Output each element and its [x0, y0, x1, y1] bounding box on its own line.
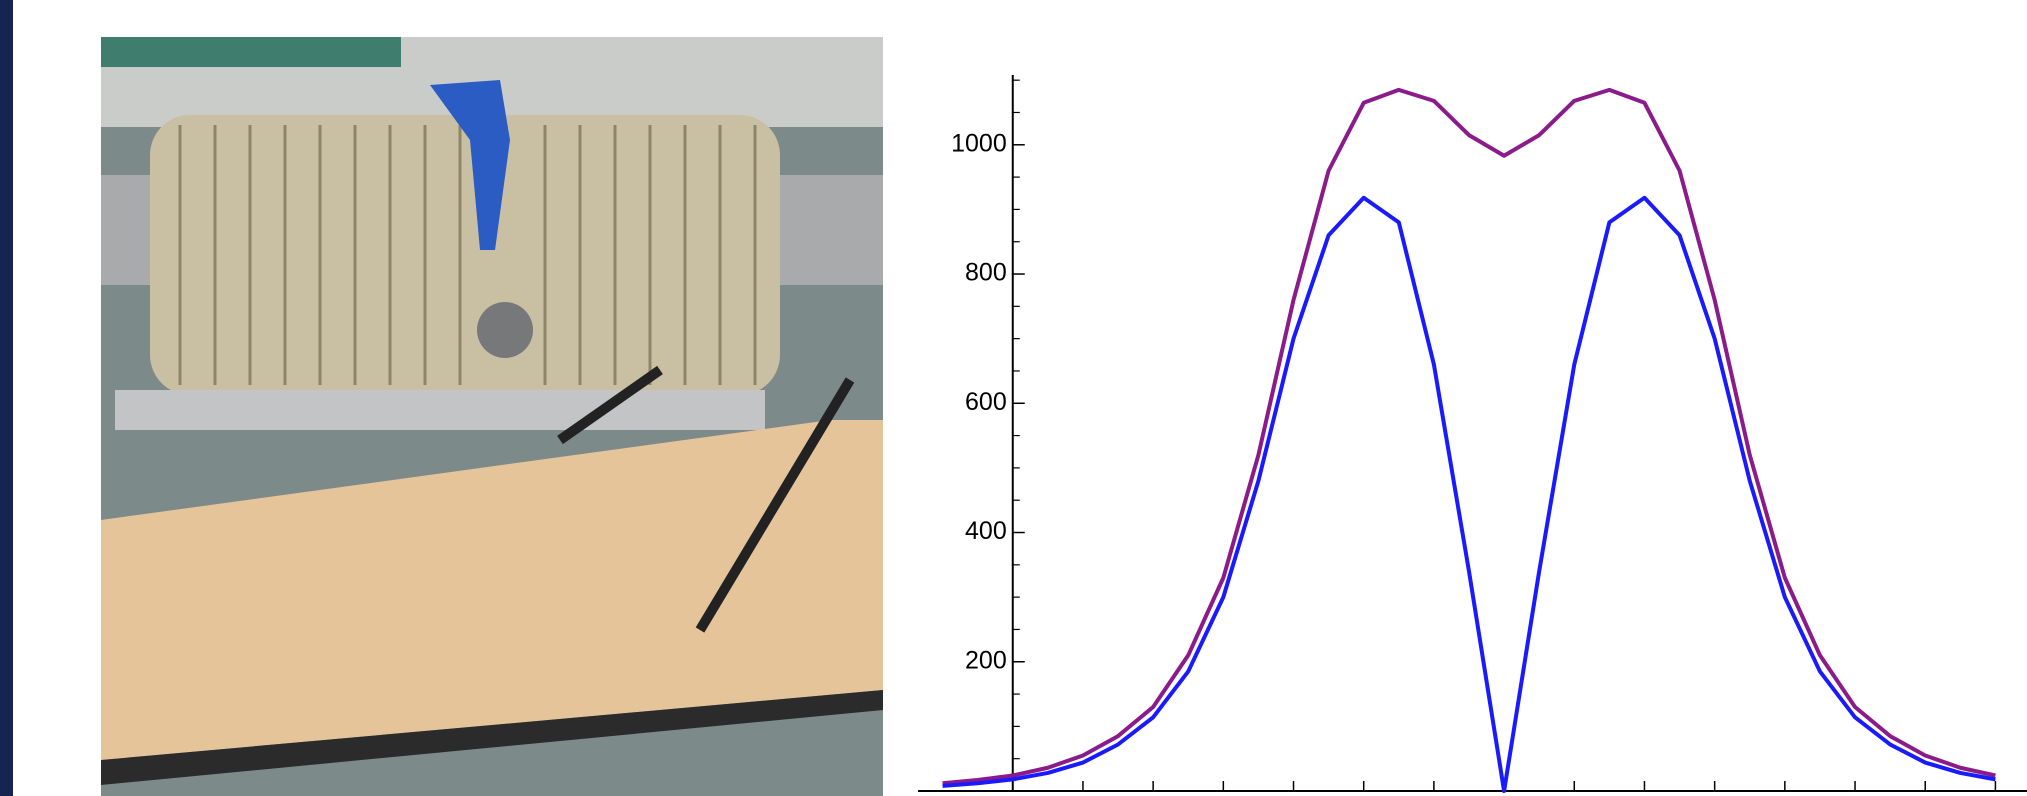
y-tick-label: 200 — [965, 646, 1007, 674]
y-tick-label: 800 — [965, 259, 1007, 287]
left-border — [0, 0, 13, 796]
photo — [101, 37, 883, 796]
y-tick-label: 1000 — [951, 129, 1007, 157]
data-line — [942, 195, 1996, 793]
y-tick-label: 400 — [965, 517, 1007, 545]
data-line — [942, 87, 1996, 786]
y-tick-label: 600 — [965, 388, 1007, 416]
